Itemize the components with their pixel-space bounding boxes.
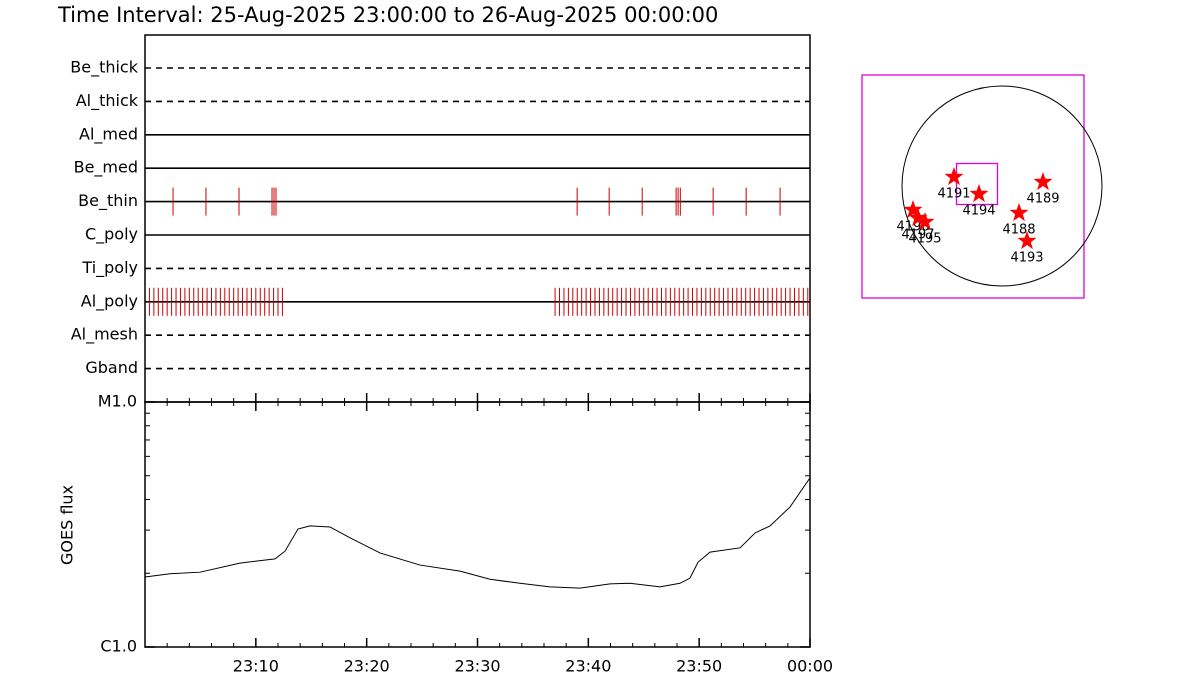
row-label: Gband [85, 358, 138, 377]
region-star [903, 200, 923, 219]
x-tick-label: 00:00 [787, 657, 833, 676]
x-tick-label: 23:20 [344, 657, 390, 676]
title: Time Interval: 25-Aug-2025 23:00:00 to 2… [57, 3, 718, 27]
y-axis-label: GOES flux [58, 485, 77, 565]
row-label: Al_poly [81, 291, 138, 311]
row-label: Ti_poly [81, 258, 138, 278]
region-star [908, 208, 928, 227]
region-star [944, 167, 964, 186]
region-star [915, 212, 935, 231]
filter-panel [144, 34, 811, 403]
region-label: 4188 [1002, 223, 1035, 238]
region-label: 4194 [962, 204, 995, 219]
row-label: Be_thin [78, 191, 138, 211]
goes-curve [144, 477, 811, 589]
y-tick-label: M1.0 [98, 392, 137, 411]
x-tick-label: 23:50 [676, 657, 722, 676]
x-tick-label: 23:40 [565, 657, 611, 676]
region-star [1033, 172, 1053, 191]
region-star [969, 184, 989, 203]
row-label: Be_med [74, 158, 138, 178]
row-label: Al_mesh [71, 325, 138, 345]
region-label: 4189 [1026, 192, 1059, 207]
x-tick-label: 23:10 [233, 657, 279, 676]
fov-box [955, 162, 999, 206]
map-frame [861, 74, 1085, 299]
row-label: Al_med [79, 124, 138, 144]
region-label: 4191 [937, 187, 970, 202]
region-star [1017, 231, 1037, 250]
row-label: Be_thick [70, 58, 138, 78]
solar-disk [901, 85, 1103, 287]
region-star [1009, 203, 1029, 222]
region-label: 4195 [908, 232, 941, 247]
region-label: 4197 [901, 228, 934, 243]
row-label: C_poly [85, 225, 138, 245]
goes-panel [144, 401, 811, 648]
x-tick-label: 23:30 [454, 657, 500, 676]
y-tick-label: C1.0 [100, 637, 137, 656]
region-label: 4193 [1010, 251, 1043, 266]
row-label: Al_thick [76, 91, 139, 111]
